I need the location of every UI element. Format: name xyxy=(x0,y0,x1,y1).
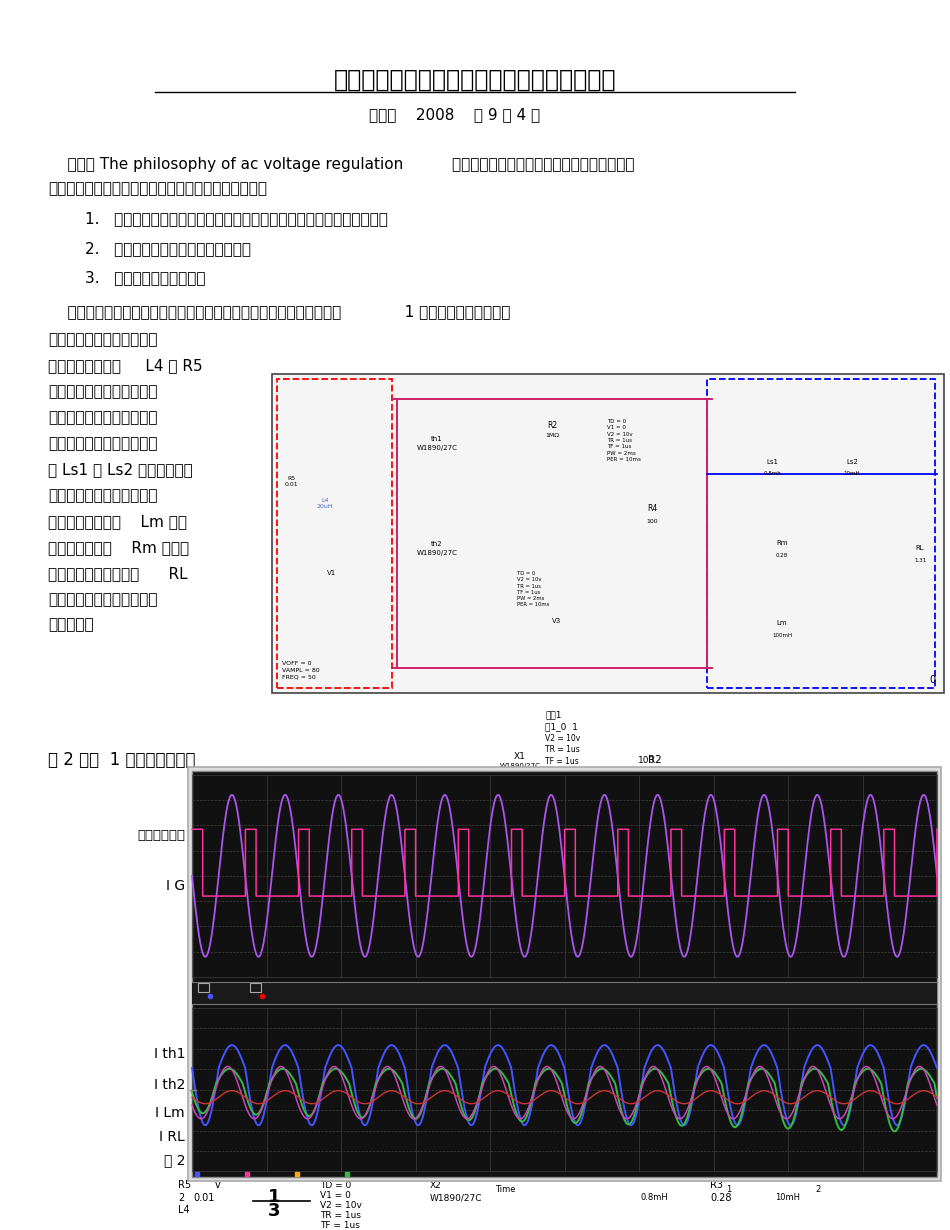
Text: 级电流波形畸变是因为以下三个因素综合作用的结果：: 级电流波形畸变是因为以下三个因素综合作用的结果： xyxy=(48,181,267,196)
Text: Ls1: Ls1 xyxy=(766,459,778,465)
Text: 2: 2 xyxy=(178,1193,184,1203)
Text: R3: R3 xyxy=(710,1181,723,1191)
Text: 图：1
图1_0  1: 图：1 图1_0 1 xyxy=(545,710,578,731)
Text: R2: R2 xyxy=(648,755,662,765)
Text: 2: 2 xyxy=(815,1184,821,1194)
Text: 下面结合电路仿真波形解释这三个因素造成电流波形畸变的原因。图             1 是仿真用的模拟电路，: 下面结合电路仿真波形解释这三个因素造成电流波形畸变的原因。图 1 是仿真用的模拟… xyxy=(48,305,510,320)
Text: 1.31: 1.31 xyxy=(914,557,926,563)
Text: 初级的次级漏感，    Lm 是变: 初级的次级漏感， Lm 是变 xyxy=(48,514,187,529)
Text: 3: 3 xyxy=(268,1202,280,1220)
Text: th1
W1890/27C: th1 W1890/27C xyxy=(416,437,458,451)
Text: 压器励磁电感，    Rm 代表变: 压器励磁电感， Rm 代表变 xyxy=(48,540,189,555)
Text: 压器铁心损耗的电阻，      RL: 压器铁心损耗的电阻， RL xyxy=(48,566,188,581)
Text: 0.8mH: 0.8mH xyxy=(640,1193,668,1202)
Text: I RL: I RL xyxy=(160,1130,185,1144)
Bar xyxy=(192,771,937,1177)
Text: th2
W1890/27C: th2 W1890/27C xyxy=(416,541,458,556)
Text: I th1: I th1 xyxy=(154,1047,185,1060)
Text: R4: R4 xyxy=(647,504,657,513)
Text: 1: 1 xyxy=(268,1188,280,1207)
Text: VOFF = 0
VAMPL = 80
FREQ = 50: VOFF = 0 VAMPL = 80 FREQ = 50 xyxy=(282,661,319,679)
Text: TR = 1us: TR = 1us xyxy=(320,1210,361,1220)
Text: 和线圈电阻。蓝色虚线框是: 和线圈电阻。蓝色虚线框是 xyxy=(48,411,158,426)
Text: 1MΩ: 1MΩ xyxy=(545,433,559,438)
Text: RL: RL xyxy=(916,545,924,551)
Text: TD = 0: TD = 0 xyxy=(320,1181,352,1189)
Text: I th2: I th2 xyxy=(154,1077,185,1092)
Text: V2 = 10v: V2 = 10v xyxy=(320,1200,362,1210)
Text: 秦祖荫    2008    年 9 月 4 日: 秦祖荫 2008 年 9 月 4 日 xyxy=(370,107,541,122)
Text: V3: V3 xyxy=(552,619,561,624)
Text: Rm: Rm xyxy=(776,540,788,546)
Text: X1: X1 xyxy=(514,753,525,761)
Text: 是折算到变压器初级的次级: 是折算到变压器初级的次级 xyxy=(48,592,158,606)
Text: 100: 100 xyxy=(637,756,656,765)
Text: W1890/27C: W1890/27C xyxy=(500,763,541,769)
Text: L4: L4 xyxy=(178,1205,190,1215)
Text: 3.   晶闸管门极过零触发。: 3. 晶闸管门极过零触发。 xyxy=(85,271,205,285)
Text: 100: 100 xyxy=(646,519,657,524)
Text: 图 2: 图 2 xyxy=(163,1153,185,1167)
Text: 0.28: 0.28 xyxy=(710,1193,732,1203)
Text: 100mH: 100mH xyxy=(772,632,792,637)
Text: V1 = 0: V1 = 0 xyxy=(320,1191,351,1199)
Text: 中 Ls1 和 Ls2 分别代表大电: 中 Ls1 和 Ls2 分别代表大电 xyxy=(48,462,193,477)
Bar xyxy=(707,379,935,688)
Text: 交流电源电压: 交流电源电压 xyxy=(137,829,185,841)
Text: Ls2: Ls2 xyxy=(846,459,858,465)
Text: V1: V1 xyxy=(328,571,336,577)
Text: 0.01: 0.01 xyxy=(193,1193,215,1203)
Bar xyxy=(192,982,937,1004)
Text: 流变压器初级漏感和折算到: 流变压器初级漏感和折算到 xyxy=(48,488,158,503)
Text: 负载电阻。: 负载电阻。 xyxy=(48,617,94,632)
Text: 0: 0 xyxy=(929,675,935,685)
Text: 10mH: 10mH xyxy=(775,1193,801,1202)
Text: 1: 1 xyxy=(726,1184,732,1194)
Text: 根据《 The philosophy of ac voltage regulation          》一文所述的工作原理，导致大电流变压器次: 根据《 The philosophy of ac voltage regulat… xyxy=(48,157,635,172)
Text: v: v xyxy=(215,1181,220,1191)
Text: R2: R2 xyxy=(547,421,557,430)
Text: 0.8mh: 0.8mh xyxy=(763,471,781,476)
Text: 0.28: 0.28 xyxy=(776,552,788,558)
Text: W1890/27C: W1890/27C xyxy=(430,1194,483,1203)
Text: 2.   晶闸管门极触发脉冲的宽度不够。: 2. 晶闸管门极触发脉冲的宽度不够。 xyxy=(85,241,251,256)
Text: TD = 0
V1 = 0
V2 = 10v
TR = 1us
TF = 1us
PW = 2ms
PER = 10ms: TD = 0 V1 = 0 V2 = 10v TR = 1us TF = 1us… xyxy=(607,418,641,462)
Text: 10mH: 10mH xyxy=(844,471,861,476)
Text: 的等效电路，其中     L4 和 R5: 的等效电路，其中 L4 和 R5 xyxy=(48,358,202,374)
Text: 晶闸管交流调压器输出电流波形畸变原因分析: 晶闸管交流调压器输出电流波形畸变原因分析 xyxy=(333,68,617,92)
Text: 图 2 是图  1 电路的仿真波形: 图 2 是图 1 电路的仿真波形 xyxy=(48,750,196,769)
Text: I Lm: I Lm xyxy=(156,1106,185,1119)
Bar xyxy=(277,379,392,688)
Text: Lm: Lm xyxy=(777,620,788,626)
Bar xyxy=(188,766,941,1181)
Text: 1.   变压器的漏感偏大，也即变压器（包括次级负载）的功率因数过低。: 1. 变压器的漏感偏大，也即变压器（包括次级负载）的功率因数过低。 xyxy=(85,210,388,226)
Text: 图中红色虚线框是交流电源: 图中红色虚线框是交流电源 xyxy=(48,332,158,347)
Bar xyxy=(250,983,261,991)
Bar xyxy=(198,983,209,991)
Text: L4
20uH: L4 20uH xyxy=(316,498,333,509)
Text: TD = 0
V2 = 10v
TR = 1us
TF = 1us
PW = 2ms
PER = 10ms: TD = 0 V2 = 10v TR = 1us TF = 1us PW = 2… xyxy=(517,571,549,608)
Text: 分别代表前级变压器的漏感: 分别代表前级变压器的漏感 xyxy=(48,384,158,400)
Text: X2: X2 xyxy=(430,1181,442,1189)
Text: R5
0.01: R5 0.01 xyxy=(284,476,297,487)
Text: I G: I G xyxy=(166,879,185,893)
Text: Time: Time xyxy=(495,1184,515,1194)
Text: V2 = 10v
TR = 1us
TF = 1us
PW = 2ms
PER = 10ms: V2 = 10v TR = 1us TF = 1us PW = 2ms PER … xyxy=(545,734,592,788)
Bar xyxy=(272,374,944,692)
Text: R5: R5 xyxy=(178,1181,191,1191)
Text: 大电流变压器等效电路，其: 大电流变压器等效电路，其 xyxy=(48,437,158,451)
Text: TF = 1us: TF = 1us xyxy=(320,1220,360,1230)
